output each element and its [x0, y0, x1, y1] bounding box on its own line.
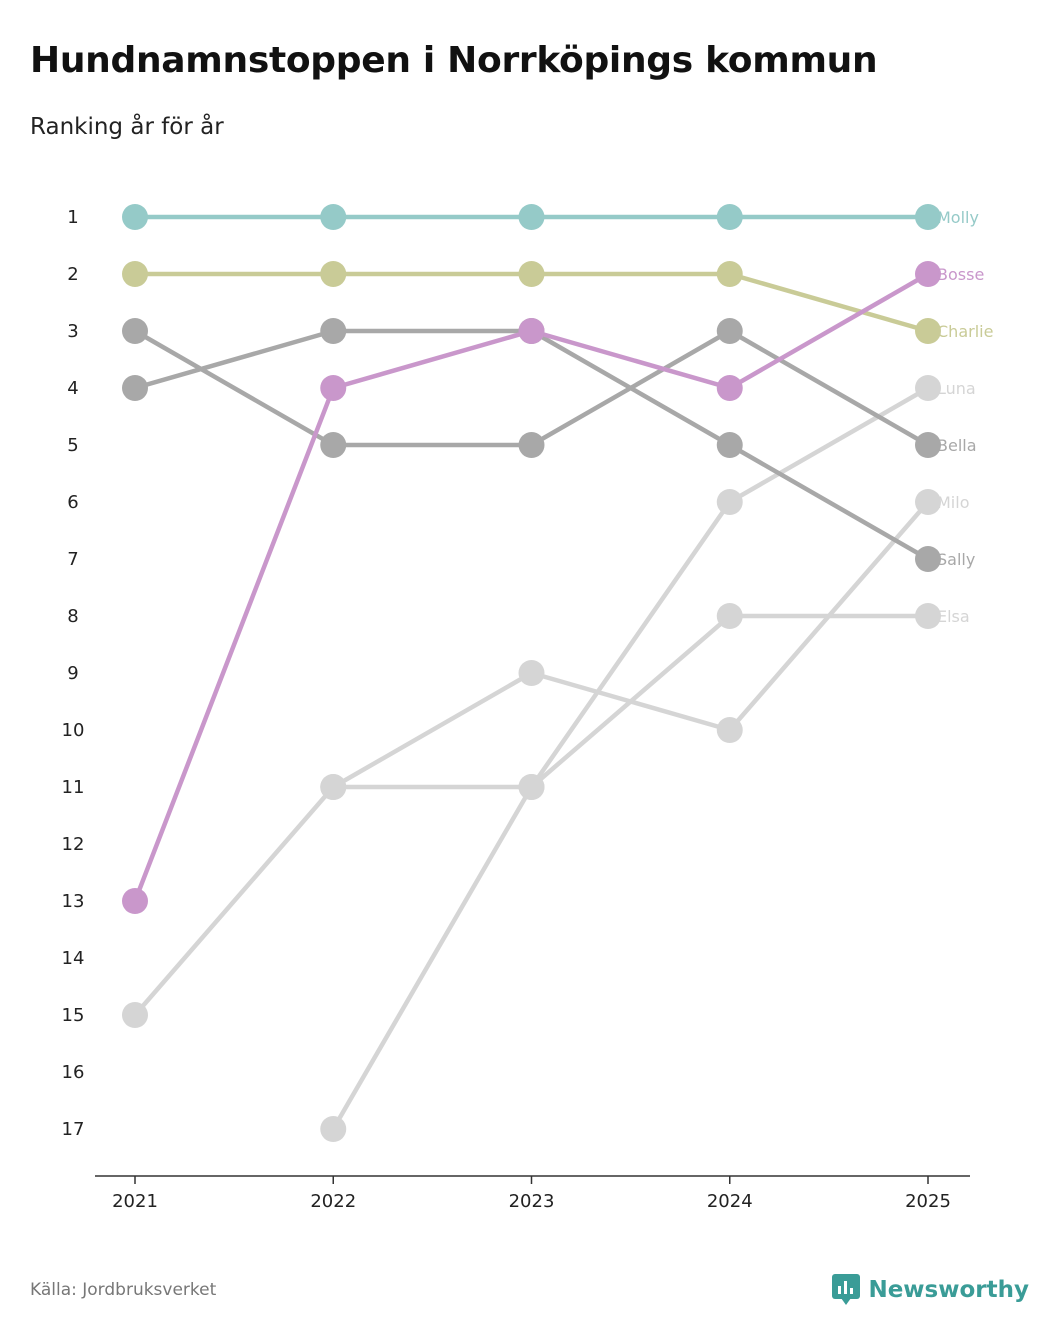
point-luna-2024 [716, 489, 743, 515]
y-tick-label-4: 4 [67, 378, 78, 399]
series-line-bosse [132, 271, 931, 904]
x-tick-label-2023: 2023 [509, 1191, 555, 1212]
point-elsa-2025 [915, 603, 941, 629]
y-tick-label-13: 13 [62, 891, 85, 912]
point-bosse-2023 [518, 318, 545, 344]
point-charlie-2021 [122, 261, 148, 287]
point-molly-2023 [518, 204, 545, 230]
series-label-milo: Milo [937, 493, 969, 512]
series-line-bella [132, 328, 931, 448]
y-tick-label-8: 8 [67, 606, 78, 627]
point-elsa-2024 [716, 603, 743, 629]
point-bosse-2022 [320, 375, 347, 401]
y-tick-label-9: 9 [67, 663, 78, 684]
y-tick-label-14: 14 [62, 948, 85, 969]
y-tick-label-5: 5 [67, 435, 78, 456]
point-bella-2023 [518, 432, 545, 458]
x-tick-label-2025: 2025 [905, 1191, 951, 1212]
point-charlie-2023 [518, 261, 545, 287]
point-sally-2021 [122, 375, 148, 401]
x-axis-ticks: 2021 2022 2023 2024 2025 [112, 1176, 951, 1212]
series-label-sally: Sally [937, 550, 975, 569]
series-line-milo [331, 499, 931, 790]
series-label-bosse: Bosse [937, 265, 984, 284]
point-bella-2024 [716, 318, 743, 344]
chart-subtitle: Ranking år för år [30, 114, 224, 140]
series-label-luna: Luna [937, 379, 976, 398]
y-tick-label-6: 6 [67, 492, 78, 513]
point-sally-2024 [716, 432, 743, 458]
point-charlie-2024 [716, 261, 743, 287]
point-milo-2024 [716, 717, 743, 743]
newsworthy-logo-icon [832, 1274, 861, 1305]
point-charlie-2025 [915, 318, 941, 344]
brand-name: Newsworthy [868, 1277, 1029, 1303]
y-tick-label-17: 17 [62, 1119, 85, 1140]
point-molly-2024 [716, 204, 743, 230]
source-note: Källa: Jordbruksverket [30, 1280, 217, 1300]
y-tick-label-7: 7 [67, 549, 78, 570]
y-tick-label-11: 11 [62, 777, 85, 798]
point-sally-2022 [320, 318, 347, 344]
series-label-elsa: Elsa [937, 607, 970, 626]
point-molly-2025 [915, 204, 941, 230]
point-luna-2025 [915, 375, 941, 401]
point-milo-2022 [320, 774, 347, 800]
point-elsa-2021 [122, 1002, 148, 1028]
point-sally-2025 [915, 546, 941, 572]
point-molly-2022 [320, 204, 347, 230]
x-tick-label-2024: 2024 [707, 1191, 753, 1212]
x-tick-label-2022: 2022 [310, 1191, 356, 1212]
point-bella-2022 [320, 432, 347, 458]
x-tick-label-2021: 2021 [112, 1191, 158, 1212]
y-tick-label-12: 12 [62, 834, 85, 855]
point-bella-2021 [122, 318, 148, 344]
point-bosse-2021 [122, 888, 148, 914]
point-luna-2023 [518, 774, 545, 800]
point-bella-2025 [915, 432, 941, 458]
brand-logo: Newsworthy [832, 1274, 1029, 1306]
y-tick-label-2: 2 [67, 264, 78, 285]
point-charlie-2022 [320, 261, 347, 287]
series-points [122, 204, 941, 1142]
point-bosse-2024 [716, 375, 743, 401]
point-molly-2021 [122, 204, 148, 230]
series-line-luna [331, 385, 931, 1132]
point-milo-2025 [915, 489, 941, 515]
y-tick-label-1: 1 [67, 207, 78, 228]
chart-title: Hundnamnstoppen i Norrköpings kommun [30, 40, 878, 81]
series-labels: Elsa Milo Luna Sally Bella Charlie Molly Bosse [937, 208, 993, 626]
series-label-charlie: Charlie [937, 322, 993, 341]
series-label-molly: Molly [937, 208, 979, 227]
point-bosse-2025 [915, 261, 941, 287]
y-tick-label-16: 16 [62, 1062, 85, 1083]
point-milo-2023 [518, 660, 545, 686]
y-tick-label-10: 10 [62, 720, 85, 741]
series-label-bella: Bella [937, 436, 977, 455]
y-tick-label-15: 15 [62, 1005, 85, 1026]
point-luna-2022 [320, 1116, 347, 1142]
y-tick-label-3: 3 [67, 321, 78, 342]
